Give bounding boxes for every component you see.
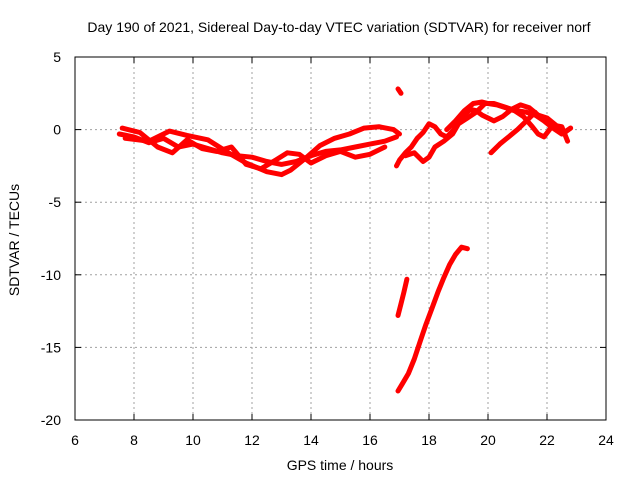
x-tick-label: 22 — [539, 432, 555, 448]
grid — [75, 57, 606, 420]
chart-title: Day 190 of 2021, Sidereal Day-to-day VTE… — [87, 19, 590, 35]
series-track-c — [122, 124, 402, 178]
x-tick-labels: 6 8 10 12 14 16 18 20 22 24 — [71, 432, 614, 448]
y-tick-labels: 5 0 -5 -10 -15 -20 — [41, 49, 61, 428]
plot-frame — [74, 56, 607, 421]
x-tick-label: 18 — [421, 432, 437, 448]
x-tick-label: 6 — [71, 432, 79, 448]
y-axis-label: SDTVAR / TECUs — [6, 184, 22, 296]
y-tick-label: -10 — [41, 267, 61, 283]
series-fragment — [395, 86, 404, 96]
y-tick-label: 0 — [53, 122, 61, 138]
x-tick-label: 24 — [598, 432, 614, 448]
y-tick-label: 5 — [53, 49, 61, 65]
series-track-g — [488, 109, 538, 156]
y-tick-label: -15 — [41, 339, 61, 355]
x-axis-label: GPS time / hours — [287, 457, 394, 473]
series-track-a — [116, 131, 399, 167]
x-tick-label: 10 — [185, 432, 201, 448]
x-tick-label: 16 — [362, 432, 378, 448]
x-tick-label: 20 — [480, 432, 496, 448]
series-descent-long — [395, 244, 470, 394]
y-tick-label: -5 — [49, 194, 62, 210]
y-tick-label: -20 — [41, 412, 61, 428]
x-tick-label: 14 — [303, 432, 319, 448]
x-tick-label: 12 — [244, 432, 260, 448]
data-series — [116, 86, 574, 394]
x-tick-label: 8 — [130, 432, 138, 448]
series-track-f — [444, 99, 571, 144]
series-descent-short — [395, 276, 410, 318]
